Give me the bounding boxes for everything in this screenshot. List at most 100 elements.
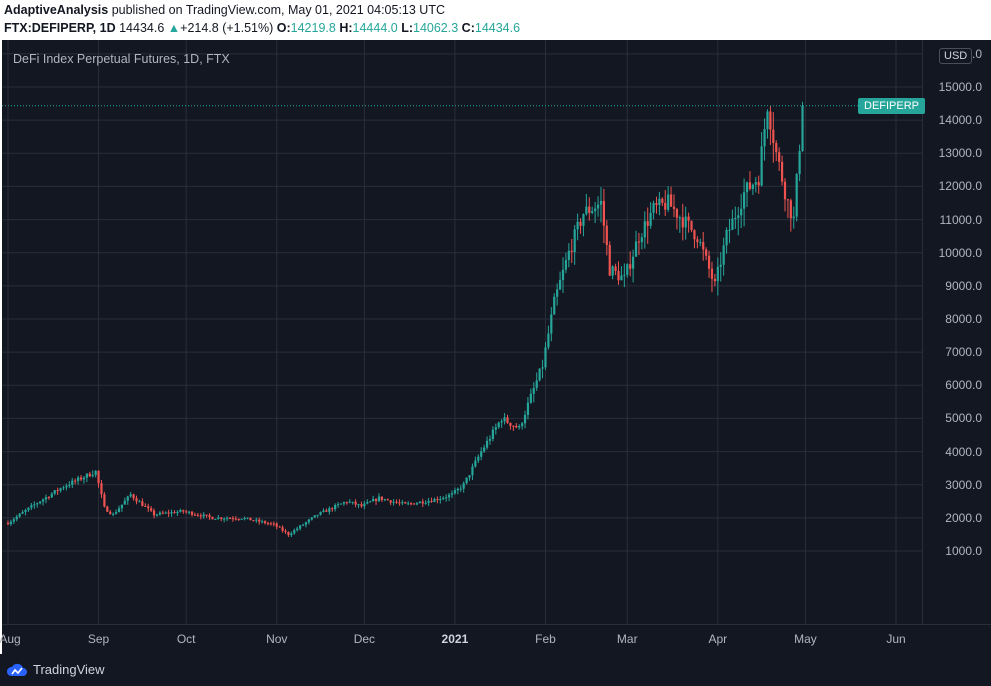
candle-body (623, 274, 626, 276)
candle-body (351, 501, 354, 503)
x-tick-label: May (794, 632, 817, 646)
y-tick-label: 5000.0 (945, 411, 982, 426)
candle-body (433, 499, 436, 502)
candle-body (223, 518, 226, 520)
candle-body (526, 402, 530, 415)
candle-body (725, 229, 728, 246)
x-tick-label: Jun (886, 632, 906, 646)
y-tick-label: 13000.0 (938, 146, 982, 161)
tradingview-logo[interactable]: TradingView (6, 662, 105, 677)
candle-body (468, 475, 471, 478)
candle-body (427, 500, 430, 503)
candle-body (366, 502, 369, 504)
candle-body (9, 521, 13, 525)
candle-body (763, 129, 766, 147)
candle-body (176, 511, 179, 514)
candle-body (553, 296, 556, 315)
candle-body (261, 521, 264, 523)
candlestick-chart[interactable] (2, 40, 922, 624)
candle-body (532, 387, 535, 394)
y-tick-label: 2000.0 (945, 510, 982, 525)
time-axis[interactable]: Aug Sep Oct Nov Dec 2021 Feb Mar Apr May Jun (0, 624, 991, 655)
currency-label[interactable]: USD (939, 48, 973, 64)
candle-body (114, 512, 118, 514)
candle-body (798, 151, 801, 175)
y-tick-label: 10000.0 (938, 245, 982, 260)
candle-body (91, 474, 94, 477)
candle-body (21, 512, 24, 514)
candle-body (500, 421, 503, 423)
candle-body (135, 498, 138, 502)
candle-body (535, 380, 538, 388)
candle-body (380, 496, 383, 500)
candle-body (509, 422, 512, 426)
candle-body (158, 512, 161, 515)
candle-body (655, 203, 658, 205)
candle-body (225, 518, 229, 520)
candle-body (579, 221, 582, 226)
candle-body (696, 239, 699, 243)
candle-body (795, 174, 798, 217)
x-tick-label: Aug (0, 632, 21, 646)
candle-body (185, 511, 188, 513)
candle-body (398, 502, 401, 504)
candle-body (450, 493, 454, 495)
candle-body (193, 514, 197, 516)
candle-body (737, 215, 740, 218)
y-tick-label: 4000.0 (945, 444, 982, 459)
candle-body (363, 503, 366, 507)
candle-body (74, 480, 77, 482)
high-value: 14444.0 (352, 21, 398, 35)
candle-body (386, 499, 389, 501)
candle-body (497, 422, 500, 428)
candle-body (345, 502, 348, 504)
chart-pane[interactable]: DeFi Index Perpetual Futures, 1D, FTX (2, 40, 922, 624)
y-tick-label: 7000.0 (945, 345, 982, 360)
candle-body (44, 497, 48, 500)
candle-body (82, 477, 86, 480)
candle-body (786, 199, 790, 201)
candle-body (240, 518, 243, 520)
candle-body (740, 208, 743, 216)
candle-body (430, 500, 433, 502)
candle-body (518, 425, 521, 428)
candle-body (521, 423, 524, 426)
candle-body (415, 503, 419, 505)
price-axis[interactable]: 1000.0 2000.0 3000.0 4000.0 5000.0 6000.0 7000… (922, 40, 991, 624)
candle-body (199, 515, 202, 517)
candle-body (255, 519, 258, 521)
candle-body (336, 504, 340, 506)
candle-body (483, 447, 486, 452)
candle-body (316, 514, 319, 516)
candle-body (214, 519, 217, 521)
candle-body (278, 526, 281, 528)
candle-body (743, 192, 746, 209)
x-tick-label: Dec (353, 632, 376, 646)
candle-body (231, 518, 235, 520)
candle-body (664, 202, 667, 210)
candle-body (290, 533, 293, 536)
candle-body (529, 393, 532, 403)
candle-body (506, 417, 509, 423)
candle-body (252, 520, 255, 522)
candle-body (392, 501, 395, 503)
y-tick-label: 3000.0 (945, 477, 982, 492)
candle-body (556, 289, 559, 297)
candle-body (117, 508, 121, 513)
candle-body (94, 470, 97, 475)
candle-body (339, 503, 343, 505)
author-name[interactable]: AdaptiveAnalysis (4, 3, 109, 17)
candle-body (100, 483, 103, 495)
candle-body (272, 523, 275, 525)
x-tick-label: Apr (708, 632, 728, 646)
candle-body (471, 466, 474, 476)
candle-body (24, 510, 27, 513)
candle-body (205, 514, 208, 516)
candle-body (719, 264, 722, 267)
candle-body (757, 182, 760, 186)
candle-body (751, 184, 754, 189)
candle-body (576, 221, 579, 230)
y-tick-label: 15000.0 (938, 80, 982, 94)
candle-body (33, 504, 36, 506)
candle-body (748, 182, 752, 189)
